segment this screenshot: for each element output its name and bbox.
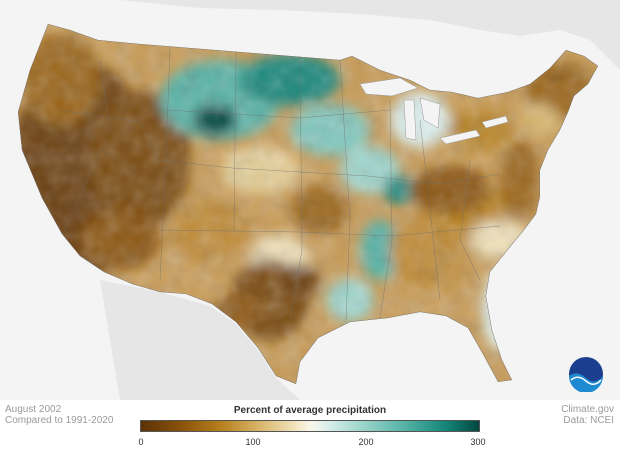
legend-tick-200: 200	[358, 437, 374, 447]
legend-colorbar	[140, 420, 480, 432]
noaa-logo	[569, 357, 603, 392]
source-site: Climate.gov	[561, 404, 614, 415]
legend-tick-0: 0	[138, 437, 144, 447]
mexico-landmass	[100, 280, 300, 400]
caption-left: August 2002 Compared to 1991-2020	[5, 404, 113, 426]
precipitation-map	[18, 0, 620, 400]
canada-landmass	[120, 0, 620, 70]
legend-title: Percent of average precipitation	[233, 405, 387, 416]
period-label: August 2002	[5, 404, 62, 415]
data-source: Data: NCEI	[563, 415, 614, 426]
baseline-label: Compared to 1991-2020	[5, 415, 114, 426]
legend-tick-100: 100	[245, 437, 261, 447]
great-lakes	[359, 77, 509, 145]
legend-tick-300: 300	[470, 437, 486, 447]
caption-right: Climate.gov Data: NCEI	[561, 404, 614, 426]
